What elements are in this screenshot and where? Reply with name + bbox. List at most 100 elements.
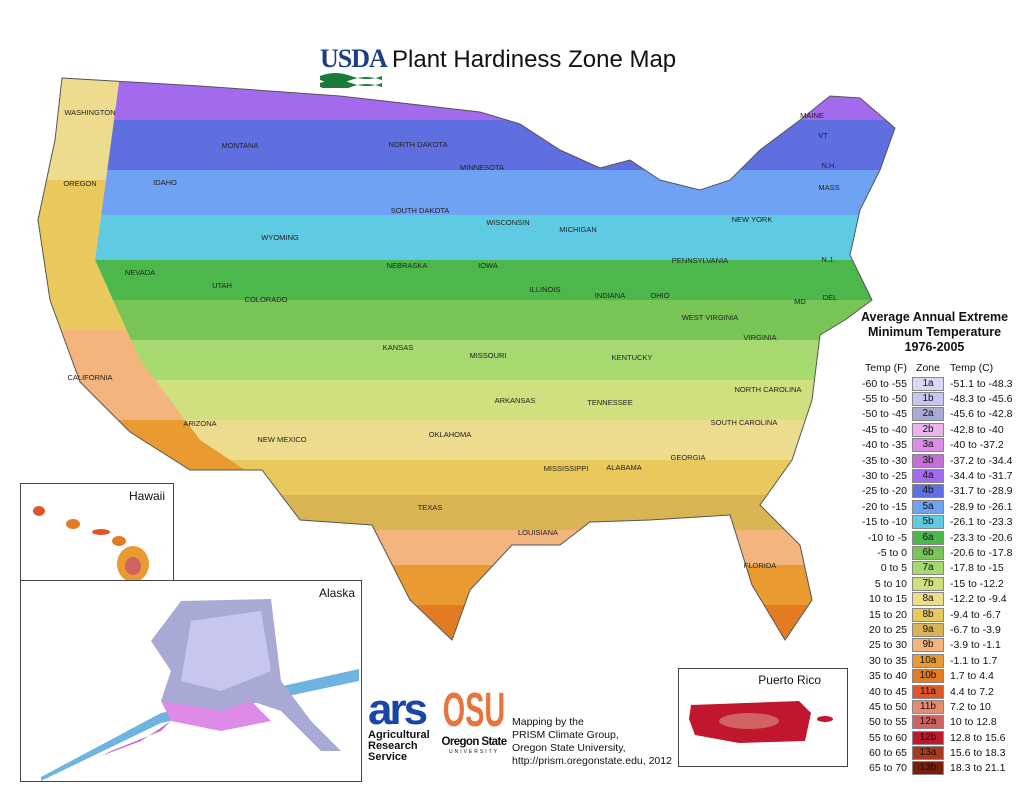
- legend-row: 10 to 15 8a -12.2 to -9.4: [852, 591, 1017, 607]
- puerto-rico-inset: Puerto Rico: [678, 668, 848, 767]
- zone-band-4a: [38, 78, 895, 121]
- state-label: UTAH: [212, 281, 232, 290]
- legend-zone-swatch: 11b: [912, 699, 944, 714]
- legend-row: 55 to 60 12b 12.8 to 15.6: [852, 730, 1017, 745]
- legend-temp-c: 15.6 to 18.3: [950, 747, 1006, 760]
- legend-row: 20 to 25 9a -6.7 to -3.9: [852, 622, 1017, 637]
- legend-temp-f: 15 to 20: [869, 608, 907, 621]
- legend-zone-swatch: 3b: [912, 453, 944, 468]
- legend-temp-f: -5 to 0: [877, 546, 907, 559]
- state-label: IDAHO: [153, 178, 177, 187]
- state-label: MICHIGAN: [559, 225, 597, 234]
- zone-band-7a: [38, 340, 895, 381]
- legend-temp-c: -26.1 to -23.3: [950, 516, 1013, 529]
- legend-row: -5 to 0 6b -20.6 to -17.8: [852, 545, 1017, 560]
- legend-temp-f: 25 to 30: [869, 639, 907, 652]
- legend-temp-c: -42.8 to -40: [950, 423, 1004, 436]
- legend-row: 45 to 50 11b 7.2 to 10: [852, 699, 1017, 714]
- state-label: N.J.: [821, 255, 834, 264]
- state-label: WEST VIRGINIA: [682, 313, 739, 322]
- state-label: ARIZONA: [183, 419, 216, 428]
- legend-row: -50 to -45 2a -45.6 to -42.8: [852, 407, 1017, 422]
- legend-row: -45 to -40 2b -42.8 to -40: [852, 422, 1017, 437]
- zone-band-5b: [38, 215, 895, 261]
- legend-zone-swatch: 11a: [912, 684, 944, 699]
- legend-temp-c: 10 to 12.8: [950, 716, 997, 729]
- state-label: MISSOURI: [469, 351, 506, 360]
- credits-text: Mapping by the PRISM Climate Group, Orego…: [512, 716, 672, 767]
- legend-zone-swatch: 9b: [912, 638, 944, 653]
- legend-row: 25 to 30 9b -3.9 to -1.1: [852, 638, 1017, 653]
- state-label: NEW YORK: [732, 215, 773, 224]
- legend-temp-f: -35 to -30: [862, 454, 907, 467]
- state-label: TENNESSEE: [587, 398, 632, 407]
- legend-zone-swatch: 2a: [912, 407, 944, 422]
- legend-zone-swatch: 8a: [912, 592, 944, 607]
- legend-zone-swatch: 4a: [912, 469, 944, 484]
- legend-zone-swatch: 2b: [912, 422, 944, 437]
- state-label: SOUTH CAROLINA: [711, 418, 778, 427]
- state-label: MAINE: [800, 111, 824, 120]
- state-label: DEL: [823, 293, 838, 302]
- state-label: CALIFORNIA: [67, 373, 112, 382]
- legend-temp-f: -15 to -10: [862, 516, 907, 529]
- state-label: KENTUCKY: [612, 353, 653, 362]
- legend-temp-f: -30 to -25: [862, 470, 907, 483]
- legend-temp-f: -10 to -5: [867, 531, 907, 544]
- legend-row: -15 to -10 5b -26.1 to -23.3: [852, 515, 1017, 530]
- legend-temp-c: -34.4 to -31.7: [950, 470, 1013, 483]
- zone-band-3b: [0, 0, 1024, 71]
- legend-row: -30 to -25 4a -34.4 to -31.7: [852, 468, 1017, 484]
- legend-temp-f: 10 to 15: [869, 593, 907, 606]
- legend-temp-c: -37.2 to -34.4: [950, 454, 1013, 467]
- state-label: COLORADO: [245, 295, 288, 304]
- state-label: OREGON: [63, 179, 96, 188]
- state-label: NEVADA: [125, 268, 155, 277]
- legend-temp-c: 18.3 to 21.1: [950, 762, 1006, 775]
- state-label: TEXAS: [418, 503, 443, 512]
- legend-temp-c: -51.1 to -48.3: [950, 377, 1013, 390]
- state-label: KANSAS: [383, 343, 413, 352]
- legend-temp-c: 1.7 to 4.4: [950, 670, 994, 683]
- state-label: NORTH DAKOTA: [389, 140, 448, 149]
- state-label: INDIANA: [595, 291, 625, 300]
- state-label: MISSISSIPPI: [544, 464, 589, 473]
- legend-temp-c: -1.1 to 1.7: [950, 654, 998, 667]
- state-label: LOUISIANA: [518, 528, 558, 537]
- usda-logo: [320, 73, 382, 88]
- state-label: VT: [818, 131, 828, 140]
- legend-temp-c: 7.2 to 10: [950, 700, 991, 713]
- state-label: WYOMING: [261, 233, 299, 242]
- legend-temp-f: 50 to 55: [869, 716, 907, 729]
- legend-zone-swatch: 8b: [912, 607, 944, 622]
- state-label: MONTANA: [222, 141, 259, 150]
- legend-header: Temp (F) Zone Temp (C): [865, 362, 994, 374]
- legend-row: 40 to 45 11a 4.4 to 7.2: [852, 684, 1017, 699]
- legend-zone-swatch: 5b: [912, 515, 944, 530]
- legend-temp-f: 35 to 40: [869, 670, 907, 683]
- legend-temp-c: -45.6 to -42.8: [950, 408, 1013, 421]
- state-label: ALABAMA: [606, 463, 641, 472]
- legend-row: -55 to -50 1b -48.3 to -45.6: [852, 391, 1017, 407]
- puerto-rico-title: Puerto Rico: [758, 673, 821, 687]
- legend: Average Annual Extreme Minimum Temperatu…: [852, 310, 1017, 776]
- legend-temp-c: -12.2 to -9.4: [950, 593, 1007, 606]
- state-label: MASS: [818, 183, 839, 192]
- state-label: VIRGINIA: [744, 333, 777, 342]
- legend-zone-swatch: 7b: [912, 576, 944, 591]
- legend-temp-f: 30 to 35: [869, 654, 907, 667]
- legend-temp-f: 55 to 60: [869, 731, 907, 744]
- usda-logo-text: USDA: [320, 44, 388, 73]
- state-label: NEBRASKA: [387, 261, 428, 270]
- zone-band-5a: [38, 170, 895, 216]
- state-label: NORTH CAROLINA: [735, 385, 802, 394]
- state-label: N.H.: [822, 161, 837, 170]
- alaska-title: Alaska: [318, 586, 355, 600]
- legend-zone-swatch: 1a: [912, 376, 944, 391]
- state-label: PENNSYLVANIA: [672, 256, 728, 265]
- legend-zone-swatch: 12b: [912, 730, 944, 745]
- hawaii-inset: Hawaii: [20, 483, 174, 599]
- legend-title: Average Annual Extreme Minimum Temperatu…: [860, 310, 1009, 354]
- alaska-inset: Alaska: [20, 580, 362, 782]
- legend-temp-c: -20.6 to -17.8: [950, 546, 1013, 559]
